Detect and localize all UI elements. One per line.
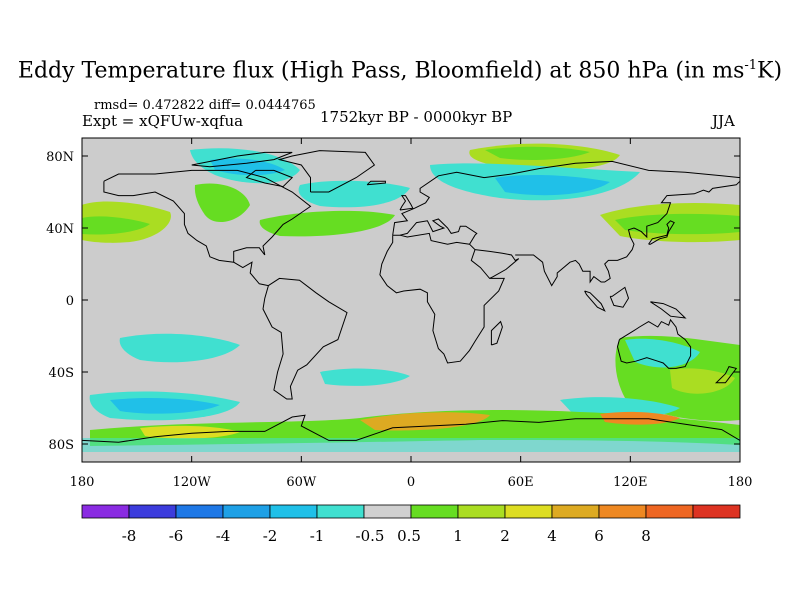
anomaly-patch <box>495 175 610 196</box>
colorbar-swatch <box>128 504 177 519</box>
axis-ticks: 80N 40N 0 40S 80S 180 120W 60W 0 60E 120E 180 <box>46 138 752 490</box>
anomaly-patch <box>625 338 700 368</box>
coastline <box>650 301 687 319</box>
colorbar-swatch <box>316 504 365 519</box>
anomaly-patch <box>298 180 410 208</box>
colorbar-label: 8 <box>641 527 651 545</box>
colorbar-swatch <box>457 504 506 519</box>
coastline <box>515 180 740 287</box>
coastline <box>490 320 503 346</box>
period-label: 1752kyr BP - 0000kyr BP <box>320 108 513 126</box>
coastline <box>366 180 386 186</box>
anomaly-patch <box>600 411 680 425</box>
coastline <box>584 290 606 312</box>
coastline <box>392 160 740 236</box>
coastline <box>191 151 293 168</box>
anomaly-patch <box>82 438 740 452</box>
lat-tick-label: 40N <box>46 222 74 237</box>
colorbar-label: -6 <box>169 527 184 545</box>
colorbar-swatch <box>410 504 459 519</box>
colorbar-label: 2 <box>500 527 510 545</box>
colorbar-swatch <box>598 504 647 519</box>
lon-tick-label: 60W <box>286 475 317 490</box>
colorbar-label: -4 <box>216 527 231 545</box>
coastline <box>277 150 376 193</box>
anomaly-patch <box>119 333 240 363</box>
coastline <box>103 169 348 400</box>
anomaly-patch <box>210 158 285 176</box>
stats-text: rmsd= 0.472822 diff= 0.0444765 <box>94 98 316 113</box>
colorbar-label: 6 <box>594 527 604 545</box>
lon-tick-label: 120W <box>173 475 212 490</box>
lat-tick-label: 40S <box>49 366 74 381</box>
coastline <box>714 366 738 384</box>
lon-tick-label: 120E <box>613 475 647 490</box>
coastline <box>103 181 234 263</box>
lat-tick-label: 80N <box>46 150 74 165</box>
colorbar-swatch <box>81 504 130 519</box>
coastline <box>474 249 520 279</box>
lon-tick-label: 180 <box>70 475 95 490</box>
anomaly-field <box>82 143 740 452</box>
colorbar-swatch <box>551 504 600 519</box>
lat-tick-label: 80S <box>49 438 74 453</box>
colorbar-label: 1 <box>453 527 463 545</box>
colorbar-swatch <box>222 504 271 519</box>
colorbar-label: -2 <box>263 527 278 545</box>
colorbar-label: -1 <box>310 527 325 545</box>
coastline <box>399 195 414 211</box>
colorbar: -8 -6 -4 -2 -1 -0.5 0.5 1 2 4 6 8 <box>81 504 741 545</box>
coastline <box>245 169 294 188</box>
lat-tick-label: 0 <box>66 294 74 309</box>
experiment-label: Expt = xQFUw-xqfua <box>82 112 244 130</box>
lon-tick-label: 60E <box>508 475 534 490</box>
lon-tick-label: 0 <box>407 475 415 490</box>
anomaly-patch <box>110 397 220 414</box>
colorbar-swatch <box>175 504 224 519</box>
coastline <box>379 232 505 364</box>
colorbar-swatch <box>363 504 412 519</box>
anomaly-patch <box>670 368 735 394</box>
anomaly-patch <box>194 183 250 223</box>
plot-title: Eddy Temperature flux (High Pass, Bloomf… <box>17 58 783 84</box>
coastline <box>616 318 692 369</box>
anomaly-patch <box>485 146 590 160</box>
season-label: JJA <box>712 112 735 130</box>
coastlines <box>82 150 740 443</box>
anomaly-patch <box>615 213 740 235</box>
coastline <box>609 286 630 308</box>
coastline <box>648 220 675 245</box>
lon-tick-label: 180 <box>728 475 753 490</box>
colorbar-swatch <box>645 504 694 519</box>
coastline <box>82 414 740 443</box>
colorbar-swatch <box>692 504 741 519</box>
anomaly-patch <box>259 210 395 237</box>
colorbar-swatch <box>504 504 553 519</box>
colorbar-label: 0.5 <box>397 527 421 545</box>
anomaly-patch <box>82 216 150 235</box>
coastline <box>399 218 478 245</box>
colorbar-label: -8 <box>122 527 137 545</box>
colorbar-label: 4 <box>547 527 557 545</box>
anomaly-patch <box>360 412 490 431</box>
colorbar-swatch <box>269 504 318 519</box>
anomaly-patch <box>320 368 410 386</box>
colorbar-label: -0.5 <box>356 527 385 545</box>
